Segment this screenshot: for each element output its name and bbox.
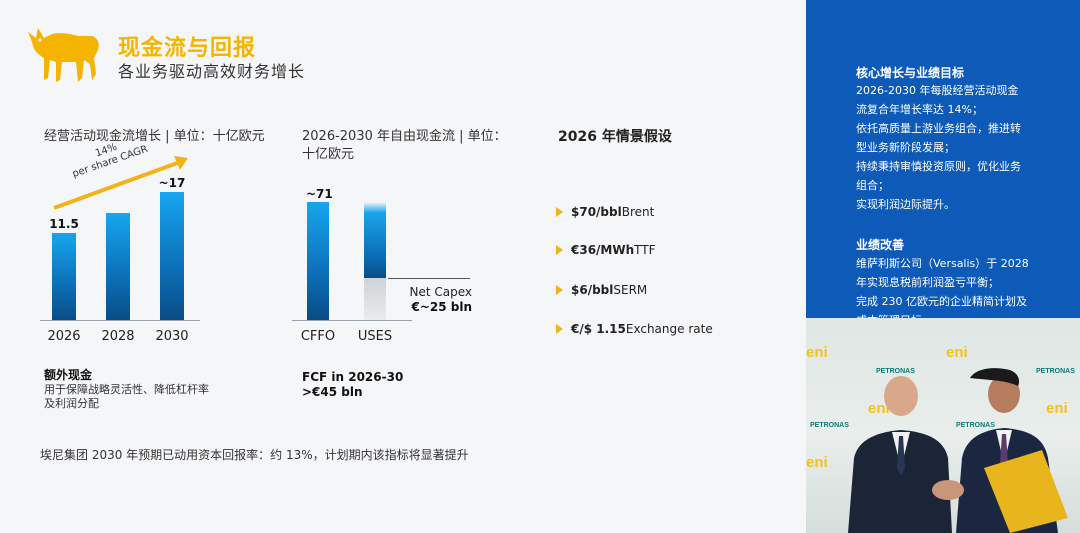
sidebar-block2-title: 业绩改善 xyxy=(856,238,905,252)
bullet-arrow-icon xyxy=(556,207,563,217)
extra-cash-title: 额外现金 xyxy=(44,368,93,382)
cfo-bar-2026 xyxy=(52,233,76,320)
cfo-bar-2028 xyxy=(106,213,130,320)
cfo-value-label: ~17 xyxy=(158,176,186,190)
bullet-arrow-icon xyxy=(556,324,563,334)
assumption-brent: $70/bbl Brent xyxy=(556,205,654,219)
sidebar-block2-text: 维萨利斯公司（Versalis）于 2028 年实现息税前利润盈亏平衡； 完成 … xyxy=(856,257,1029,327)
extra-cash-line1: 用于保障战略灵活性、降低杠杆率 xyxy=(44,383,209,396)
eni-six-legged-dog-logo xyxy=(28,28,99,82)
cfo-category-label: 2028 xyxy=(101,329,135,344)
fcf-category-label: USES xyxy=(357,329,393,344)
fcf-bar-uses xyxy=(364,202,386,279)
fcf-baseline xyxy=(292,320,412,321)
cffo-value-label: ~71 xyxy=(306,187,333,201)
sidebar-block1-text: 2026-2030 年每股经营活动现金 流复合年增长率达 14%； 依托高质量上… xyxy=(856,84,1021,211)
net-capex-value: €~25 bln xyxy=(411,300,472,314)
bullet-arrow-icon xyxy=(556,285,563,295)
roace-footer: 埃尼集团 2030 年预期已动用资本回报率：约 13%，计划期内该指标将显著提升 xyxy=(40,448,469,462)
net-capex-label: Net Capex xyxy=(409,285,472,299)
assumption-serm: $6/bbl SERM xyxy=(556,283,647,297)
fcf-bar-cffo xyxy=(307,202,329,320)
people-illustration xyxy=(848,368,1068,533)
fcf-net-capex-segment xyxy=(364,278,386,320)
cfo-baseline xyxy=(40,320,200,321)
signing-ceremony-photo: eni eni eni eni eni PETRONAS PETRONAS PE… xyxy=(806,318,1080,533)
cfo-bar-2030 xyxy=(160,192,184,320)
net-capex-leader xyxy=(388,278,470,279)
page-title: 现金流与回报 xyxy=(118,36,257,61)
fcf-chart-title: 2026-2030 年自由现金流 | 单位： 十亿欧元 xyxy=(302,129,507,162)
cfo-category-label: 2026 xyxy=(47,329,81,344)
cagr-arrow xyxy=(53,156,188,210)
assumption-exchange: €/$ 1.15 Exchange rate xyxy=(556,322,713,336)
cfo-value-label: 11.5 xyxy=(49,217,79,232)
cfo-chart-title: 经营活动现金流增长 | 单位：十亿欧元 xyxy=(44,129,265,144)
sidebar-block1-title: 核心增长与业绩目标 xyxy=(856,66,965,80)
cfo-category-label: 2030 xyxy=(155,329,189,344)
fcf-note-line2: >€45 bln xyxy=(302,385,363,399)
assumption-ttf: €36/MWh TTF xyxy=(556,243,656,257)
extra-cash-line2: 及利润分配 xyxy=(44,397,99,410)
fcf-note-line1: FCF in 2026-30 xyxy=(302,370,404,384)
page-subtitle: 各业务驱动高效财务增长 xyxy=(118,62,306,81)
assumptions-title: 2026 年情景假设 xyxy=(558,129,672,145)
bullet-arrow-icon xyxy=(556,245,563,255)
fcf-category-label: CFFO xyxy=(300,329,336,344)
